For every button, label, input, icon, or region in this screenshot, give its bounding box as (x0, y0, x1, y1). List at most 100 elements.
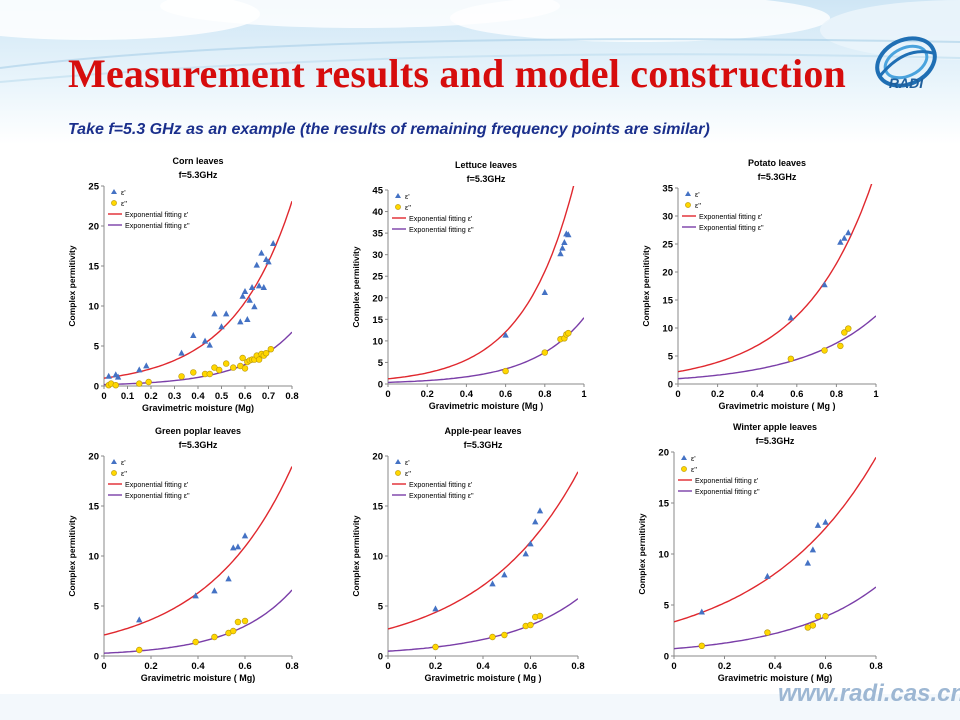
data-point-eps-imag (541, 349, 549, 356)
legend-label: Exponential fitting ε' (409, 214, 473, 223)
x-tick-label: 0.5 (215, 391, 229, 402)
data-point-eps-real (536, 507, 544, 514)
y-axis-label: Complex permitivity (351, 515, 361, 597)
data-point-eps-imag (764, 629, 771, 636)
x-axis-label: Gravimetric moisture ( Mg) (141, 673, 256, 683)
chart-svg: Green poplar leaves f=5.3GHz 0 5 10 15 20 0 0.2 0… (67, 426, 299, 683)
legend-marker-eps-real (395, 459, 401, 464)
data-point-eps-imag (814, 613, 822, 620)
y-tick-label: 20 (658, 448, 669, 459)
footer-url: www.radi.cas.cn (778, 680, 960, 707)
fit-line-real (388, 186, 575, 380)
data-point-eps-imag (489, 633, 496, 641)
legend-marker-eps-imag (681, 466, 687, 472)
data-point-eps-real (270, 240, 277, 246)
data-point-eps-real (178, 349, 185, 356)
data-point-eps-real (136, 366, 143, 373)
legend-label: ε' (121, 458, 126, 467)
data-point-eps-imag (822, 613, 829, 620)
x-tick-label: 0.2 (144, 391, 157, 402)
data-point-eps-imag (262, 350, 270, 357)
legend-label: Exponential fitting ε'' (125, 221, 190, 230)
legend-label: ε'' (121, 469, 128, 478)
y-tick-label: 20 (662, 268, 673, 279)
chart-title: Corn leaves (172, 156, 223, 166)
x-tick-label: 0.6 (499, 389, 512, 400)
x-tick-label: 0 (675, 389, 680, 400)
y-tick-label: 45 (372, 186, 383, 197)
x-tick-label: 0.8 (571, 661, 584, 672)
data-point-eps-imag (501, 631, 508, 639)
data-point-eps-imag (502, 367, 509, 375)
data-point-eps-real (561, 238, 568, 245)
x-axis-label: Gravimetric moisture (Mg) (142, 403, 254, 413)
data-point-eps-imag (145, 378, 152, 386)
x-axis-label: Gravimetric moisture ( Mg) (718, 673, 833, 683)
data-point-eps-imag (230, 627, 237, 635)
y-tick-label: 5 (94, 342, 100, 353)
y-axis-label: Complex permitivity (351, 246, 361, 328)
y-tick-label: 15 (658, 499, 669, 510)
x-tick-label: 0 (385, 389, 390, 400)
data-point-eps-real (136, 616, 143, 623)
legend-marker-eps-imag (111, 200, 117, 206)
legend-label: ε'' (691, 465, 698, 474)
x-tick-label: 0.8 (538, 389, 551, 400)
data-point-eps-real (253, 261, 260, 268)
x-axis-label: Gravimetric moisture ( Mg ) (424, 673, 541, 683)
data-point-eps-real (489, 580, 496, 587)
data-point-eps-real (502, 331, 509, 338)
data-point-eps-real (225, 575, 232, 582)
data-point-eps-real (804, 559, 812, 566)
y-tick-label: 0 (94, 652, 99, 663)
data-point-eps-imag (698, 642, 705, 650)
chart-potato-leaves: Potato leaves f=5.3GHz 0 5 10 15 20 25 30 35 0 0.2 0… (640, 156, 888, 420)
x-tick-label: 0.8 (285, 391, 298, 402)
data-point-eps-real (809, 546, 817, 553)
x-axis-label: Gravimetric moisture (Mg ) (429, 401, 544, 411)
chart-corn-leaves: Corn leaves f=5.3GHz 0 5 10 15 20 25 0 0.1 0.2 0.3 0… (66, 154, 304, 422)
y-tick-label: 0 (94, 382, 99, 393)
x-tick-label: 0.6 (238, 661, 251, 672)
legend-label: Exponential fitting ε' (695, 476, 759, 485)
chart-title: Green poplar leaves (155, 426, 241, 436)
y-axis-label: Complex permitivity (641, 245, 651, 327)
data-point-eps-real (837, 238, 844, 245)
x-tick-label: 1 (581, 389, 587, 400)
chart-green-poplar-leaves: Green poplar leaves f=5.3GHz 0 5 10 15 20 0 0.2 0… (66, 424, 304, 692)
data-point-eps-imag (255, 356, 263, 363)
data-point-eps-imag (112, 382, 119, 389)
x-tick-label: 1 (873, 389, 879, 400)
data-point-eps-real (814, 521, 822, 528)
legend-label: Exponential fitting ε' (699, 212, 763, 221)
chart-title: Potato leaves (748, 158, 806, 168)
y-tick-label: 15 (372, 502, 383, 513)
x-tick-label: 0.1 (121, 391, 135, 402)
data-point-eps-real (787, 314, 795, 321)
data-point-eps-real (255, 282, 263, 289)
data-point-eps-real (206, 341, 213, 348)
data-point-eps-real (501, 571, 508, 578)
legend-marker-eps-real (111, 459, 117, 464)
legend-marker-eps-real (395, 193, 401, 198)
legend-marker-eps-imag (395, 204, 401, 210)
x-tick-label: 0 (671, 661, 676, 672)
x-tick-label: 0.4 (191, 391, 205, 402)
y-tick-label: 20 (372, 293, 383, 304)
data-point-eps-real (565, 231, 572, 238)
legend-marker-eps-real (685, 191, 691, 196)
y-axis-label: Complex permitivity (67, 515, 77, 597)
data-point-eps-real (211, 310, 218, 317)
data-point-eps-imag (211, 633, 218, 641)
data-point-eps-real (251, 303, 258, 310)
data-point-eps-real (218, 323, 225, 330)
legend-label: ε'' (121, 199, 128, 208)
legend-marker-eps-real (681, 455, 687, 460)
y-tick-label: 20 (88, 222, 99, 233)
data-point-eps-imag (178, 373, 185, 380)
data-point-eps-real (822, 518, 829, 525)
legend-label: ε' (405, 192, 410, 201)
y-tick-label: 15 (372, 315, 383, 326)
slide-title: Measurement results and model constructi… (68, 51, 846, 96)
y-tick-label: 15 (662, 296, 673, 307)
